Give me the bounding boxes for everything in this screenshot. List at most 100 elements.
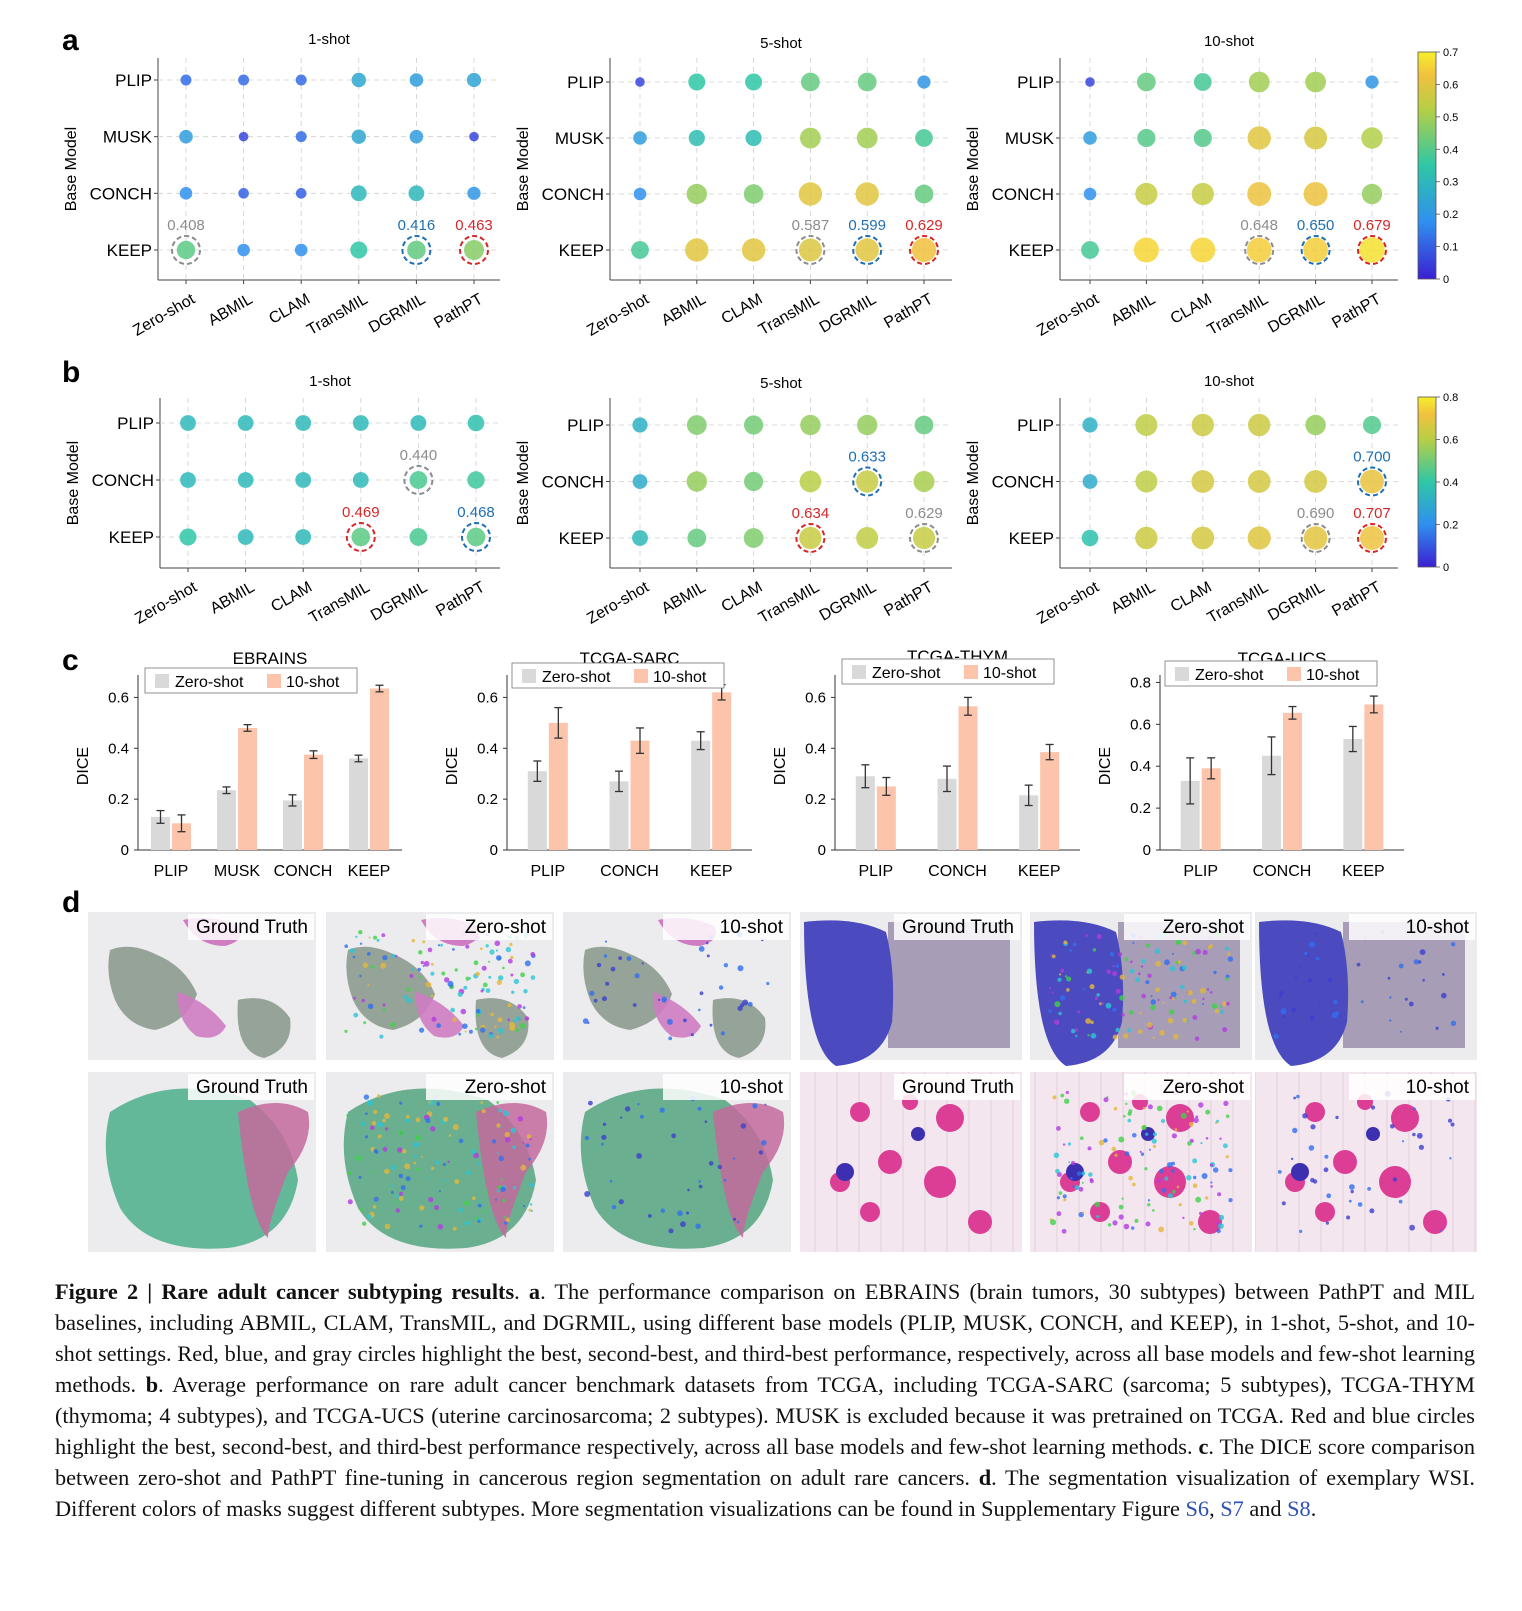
bubble-musk-abmil <box>688 129 705 147</box>
bubble-keep-abmil <box>685 238 709 262</box>
supp-figure-link-s8[interactable]: S8 <box>1287 1496 1311 1521</box>
tile-label: 10-shot <box>1406 917 1470 938</box>
col-label-abmil: ABMIL <box>659 291 709 330</box>
highlight-value-label: 0.599 <box>848 217 886 234</box>
bubble-plip-pathpt <box>1365 75 1379 89</box>
bubble-keep-dgrmil <box>1303 526 1328 550</box>
bubble-keep-transmil <box>799 526 822 550</box>
tile-label: Ground Truth <box>196 917 308 938</box>
bubble-conch-abmil <box>1135 470 1158 493</box>
bubble-conch-clam <box>743 184 764 204</box>
bubble-plip-clam <box>295 74 307 86</box>
supp-figure-link-s7[interactable]: S7 <box>1220 1496 1244 1521</box>
colorbar-b-tick-label: 0.8 <box>1443 392 1458 404</box>
x-tick-label: MUSK <box>214 863 261 880</box>
row-label-conch: CONCH <box>92 471 154 490</box>
caption-text-a: . The performance comparison on EBRAINS … <box>55 1279 1475 1397</box>
bubble-conch-dgrmil <box>855 182 879 206</box>
bubble-keep-transmil <box>798 238 822 262</box>
subplot-title: 5-shot <box>760 35 803 52</box>
segmentation-tile-liver-10: 10-shot <box>1255 912 1477 1066</box>
bubble-plip-pathpt <box>467 414 485 432</box>
colorbar-b-tick-label: 0 <box>1443 562 1449 574</box>
bubble-plip-dgrmil <box>409 73 424 87</box>
bar-10-shot-musk <box>238 727 257 850</box>
bubble-conch-clam <box>295 188 307 199</box>
y-tick-label: 0 <box>121 842 129 859</box>
row-label-keep: KEEP <box>109 528 154 547</box>
bubble-plip-abmil <box>238 74 250 86</box>
x-tick-label: KEEP <box>1342 863 1385 880</box>
bubble-keep-transmil <box>1246 237 1272 263</box>
highlight-value-label: 0.633 <box>848 449 886 466</box>
row-label-keep: KEEP <box>559 529 604 548</box>
bubble-conch-clam <box>1191 470 1215 493</box>
row-label-keep: KEEP <box>1009 241 1054 260</box>
legend-box <box>511 662 725 689</box>
bubble-keep-abmil <box>1135 526 1158 550</box>
bubble-plip-dgrmil <box>857 72 877 92</box>
bubble-plip-transmil <box>1248 71 1270 93</box>
legend-swatch-zero-shot <box>522 669 536 683</box>
row-label-keep: KEEP <box>559 241 604 260</box>
legend-swatch-zero-shot <box>1175 667 1189 681</box>
tissue-region <box>1034 920 1240 1066</box>
chart-legend: Zero-shot 10-shot <box>511 662 725 689</box>
bubble-plip-abmil <box>688 73 706 91</box>
bar-zero-shot-plip <box>855 776 875 850</box>
bubble-conch-zero-shot <box>179 187 193 200</box>
legend-swatch-10-shot <box>1287 667 1301 681</box>
y-tick-label: 0.6 <box>477 689 498 706</box>
legend-label: Zero-shot <box>175 674 244 691</box>
col-label-zero-shot: Zero-shot <box>584 290 652 339</box>
bubble-conch-zero-shot <box>632 474 648 489</box>
bubble-keep-pathpt <box>911 237 937 263</box>
prediction-mask-speckles <box>346 1094 534 1231</box>
caption-end: . <box>1310 1496 1317 1521</box>
colorbar-b: 0.8 0.6 0.4 0.2 0 <box>1417 392 1458 574</box>
bubble-keep-pathpt <box>464 240 484 260</box>
highlight-value-label: 0.700 <box>1353 449 1391 466</box>
prediction-mask-speckles <box>344 930 536 1039</box>
x-tick-label: PLIP <box>154 863 189 880</box>
y-axis-label: Base Model <box>65 441 82 526</box>
subplot-title: 10-shot <box>1204 33 1255 50</box>
highlight-circle-blue <box>1357 466 1387 497</box>
bar-zero-shot-conch <box>1262 755 1281 850</box>
row-label-musk: MUSK <box>1005 129 1055 148</box>
bubble-musk-zero-shot <box>179 129 193 144</box>
prediction-mask-speckles <box>584 1095 767 1234</box>
bubble-conch-transmil <box>1247 182 1272 206</box>
chart-legend: Zero-shot 10-shot <box>841 658 1055 685</box>
bubble-keep-abmil <box>1133 237 1159 263</box>
bubble-musk-transmil <box>800 127 821 149</box>
row-label-keep: KEEP <box>107 241 152 260</box>
highlight-value-label: 0.440 <box>400 447 438 464</box>
bubble-plip-dgrmil <box>1305 71 1326 93</box>
bubble-keep-transmil <box>1247 526 1271 550</box>
bubble-conch-transmil <box>799 470 822 493</box>
highlight-value-label: 0.707 <box>1353 505 1391 522</box>
col-label-transmil: TransMIL <box>756 291 823 339</box>
bubble-conch-transmil <box>1247 470 1271 493</box>
tissue-region <box>1285 1094 1447 1234</box>
segmentation-tile-liver-zs: Zero-shot <box>1030 912 1252 1066</box>
bubble-musk-pathpt <box>915 129 933 147</box>
bubble-conch-zero-shot <box>1082 474 1098 489</box>
x-tick-label: CONCH <box>600 863 659 880</box>
bubble-musk-zero-shot <box>633 131 647 145</box>
y-tick-label: 0.6 <box>805 689 826 706</box>
bar-zero-shot-plip <box>527 771 547 850</box>
highlight-value-label: 0.408 <box>167 217 205 234</box>
y-axis-label: Base Model <box>515 441 532 526</box>
bubble-conch-clam <box>295 472 312 488</box>
caption-sep-1: , <box>1209 1496 1221 1521</box>
bubble-keep-pathpt <box>1360 526 1384 550</box>
y-tick-label: 0.2 <box>108 791 129 808</box>
bubble-plip-transmil <box>801 72 820 92</box>
row-label-musk: MUSK <box>555 129 605 148</box>
supp-figure-link-s6[interactable]: S6 <box>1185 1496 1210 1521</box>
caption-text-d: . The segmentation visualization of exem… <box>55 1465 1475 1521</box>
